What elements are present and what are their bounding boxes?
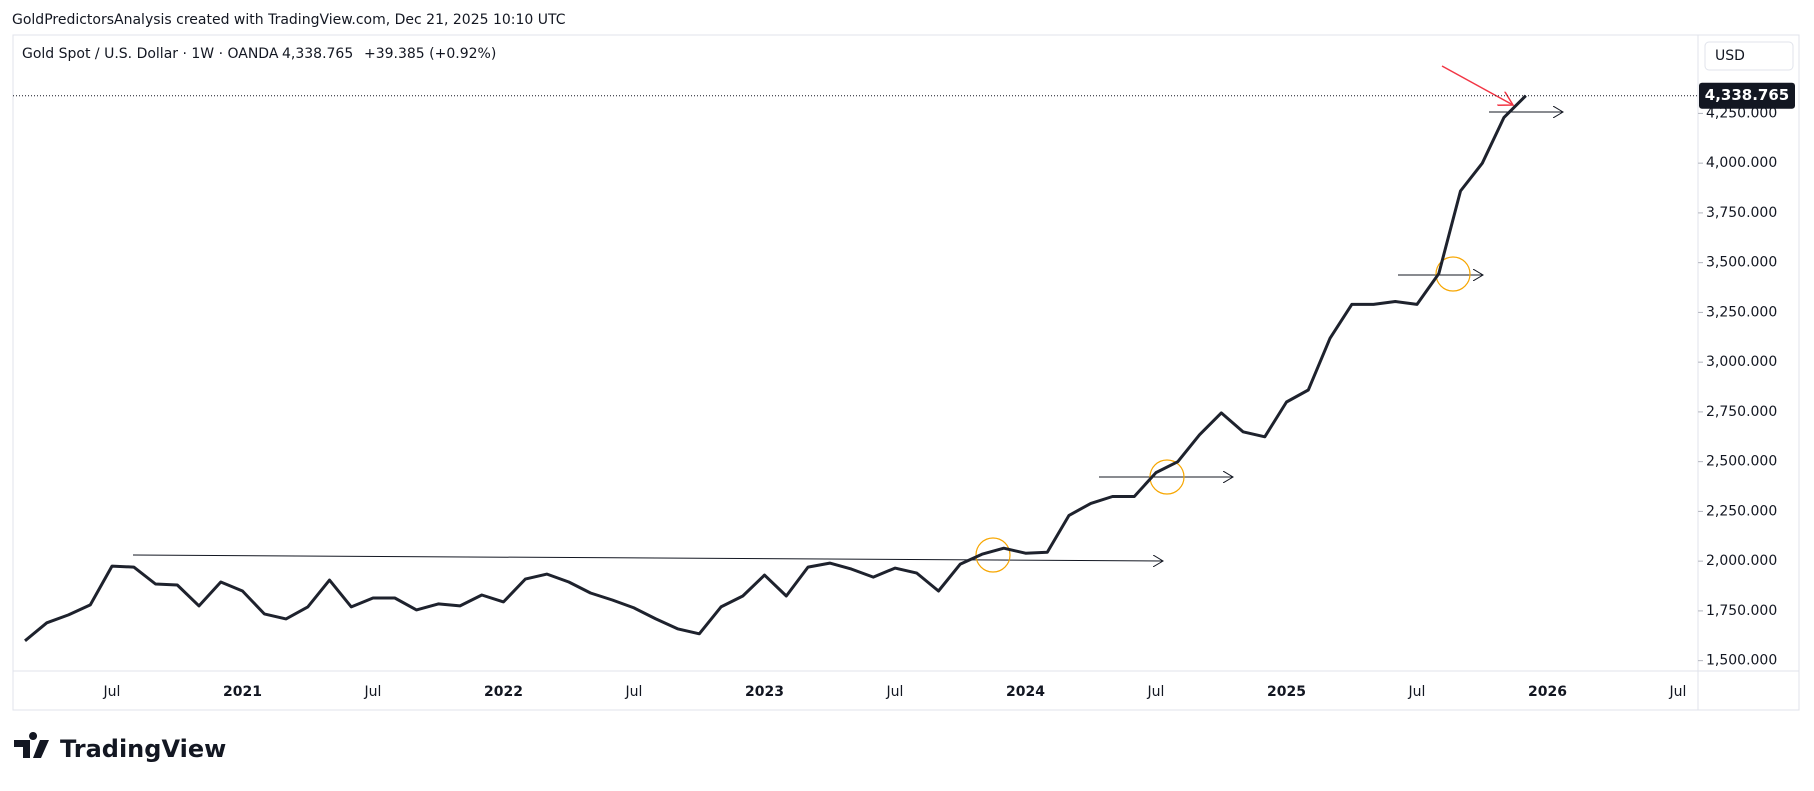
last-price-tag bbox=[1699, 82, 1795, 109]
frame bbox=[12, 34, 1800, 711]
red-arrow bbox=[1441, 65, 1513, 105]
highlight-circle bbox=[975, 537, 1011, 573]
x-tick-label: 2025 bbox=[1267, 684, 1306, 700]
x-tick-label: Jul bbox=[1669, 684, 1687, 700]
symbol: Gold Spot / U.S. Dollar · 1W · OANDA bbox=[22, 46, 279, 62]
y-tick-label: 3,250.000 bbox=[1706, 304, 1777, 320]
y-tick-label: 3,750.000 bbox=[1706, 205, 1777, 221]
x-tick-label: 2026 bbox=[1528, 684, 1567, 700]
currency-button[interactable] bbox=[1704, 41, 1794, 71]
y-tick-label: 2,000.000 bbox=[1706, 553, 1777, 569]
trendline bbox=[132, 554, 1163, 561]
x-tick-label: 2023 bbox=[745, 684, 784, 700]
logo: TradingView bbox=[14, 732, 226, 763]
x-tick-label: Jul bbox=[1147, 684, 1165, 700]
y-tick-label: 2,250.000 bbox=[1706, 503, 1777, 519]
currency[interactable]: USD bbox=[1715, 48, 1745, 64]
change: +39.385 (+0.92%) bbox=[364, 46, 496, 62]
y-tick-label: 4,250.000 bbox=[1706, 105, 1777, 121]
header: GoldPredictorsAnalysis created with Trad… bbox=[12, 12, 566, 28]
logo-text: TradingView bbox=[60, 735, 226, 763]
y-tick-label: 1,750.000 bbox=[1706, 603, 1777, 619]
x-tick-label: Jul bbox=[364, 684, 382, 700]
last-price: 4,338.765 bbox=[282, 46, 353, 62]
x-tick-label: 2024 bbox=[1006, 684, 1045, 700]
y-tick-label: 1,500.000 bbox=[1706, 653, 1777, 669]
x-tick-label: 2021 bbox=[223, 684, 262, 700]
x-tick-label: Jul bbox=[625, 684, 643, 700]
y-tick-label: 3,500.000 bbox=[1706, 255, 1777, 271]
x-tick-label: 2022 bbox=[484, 684, 523, 700]
y-tick-label: 3,000.000 bbox=[1706, 354, 1777, 370]
last-price-tag-label: 4,338.765 bbox=[1705, 86, 1789, 104]
logo-icon bbox=[14, 732, 49, 758]
highlight-circle bbox=[1435, 256, 1471, 292]
price-line bbox=[24, 94, 1527, 642]
y-tick-label: 4,000.000 bbox=[1706, 155, 1777, 171]
y-tick-label: 2,750.000 bbox=[1706, 404, 1777, 420]
x-tick-label: Jul bbox=[1408, 684, 1426, 700]
y-tick-label: 2,500.000 bbox=[1706, 454, 1777, 470]
x-tick-label: Jul bbox=[103, 684, 121, 700]
x-tick-label: Jul bbox=[886, 684, 904, 700]
